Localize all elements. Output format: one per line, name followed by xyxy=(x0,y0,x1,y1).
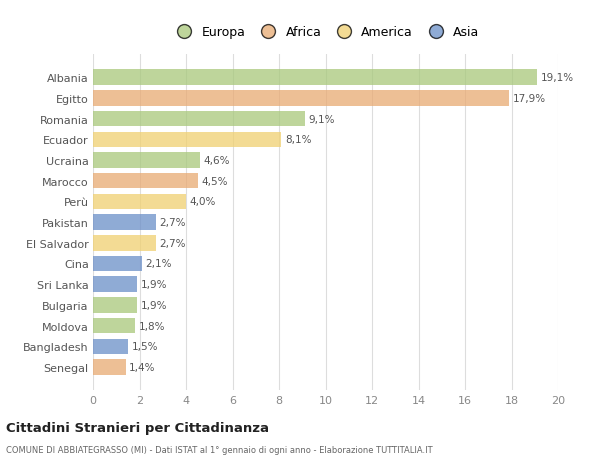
Text: 2,7%: 2,7% xyxy=(159,238,186,248)
Bar xyxy=(93,194,186,210)
Text: 8,1%: 8,1% xyxy=(285,135,311,145)
Text: 1,5%: 1,5% xyxy=(131,341,158,352)
Text: 2,7%: 2,7% xyxy=(159,218,186,228)
Bar xyxy=(93,339,128,354)
Text: 4,5%: 4,5% xyxy=(201,176,227,186)
Bar xyxy=(93,132,281,148)
Text: 1,4%: 1,4% xyxy=(129,362,155,372)
Bar xyxy=(93,70,537,86)
Bar xyxy=(93,153,200,168)
Legend: Europa, Africa, America, Asia: Europa, Africa, America, Asia xyxy=(167,21,484,44)
Bar xyxy=(93,235,156,251)
Bar xyxy=(93,297,137,313)
Text: 1,8%: 1,8% xyxy=(139,321,165,331)
Bar xyxy=(93,215,156,230)
Bar xyxy=(93,359,125,375)
Text: 2,1%: 2,1% xyxy=(145,259,172,269)
Bar xyxy=(93,174,197,189)
Text: COMUNE DI ABBIATEGRASSO (MI) - Dati ISTAT al 1° gennaio di ogni anno - Elaborazi: COMUNE DI ABBIATEGRASSO (MI) - Dati ISTA… xyxy=(6,445,433,454)
Text: 4,0%: 4,0% xyxy=(190,197,216,207)
Bar xyxy=(93,318,135,334)
Text: 1,9%: 1,9% xyxy=(140,280,167,290)
Text: 4,6%: 4,6% xyxy=(203,156,230,166)
Bar xyxy=(93,91,509,106)
Text: 19,1%: 19,1% xyxy=(541,73,574,83)
Bar xyxy=(93,277,137,292)
Bar xyxy=(93,256,142,272)
Bar xyxy=(93,112,305,127)
Text: Cittadini Stranieri per Cittadinanza: Cittadini Stranieri per Cittadinanza xyxy=(6,421,269,434)
Text: 1,9%: 1,9% xyxy=(140,300,167,310)
Text: 17,9%: 17,9% xyxy=(512,94,546,104)
Text: 9,1%: 9,1% xyxy=(308,114,335,124)
